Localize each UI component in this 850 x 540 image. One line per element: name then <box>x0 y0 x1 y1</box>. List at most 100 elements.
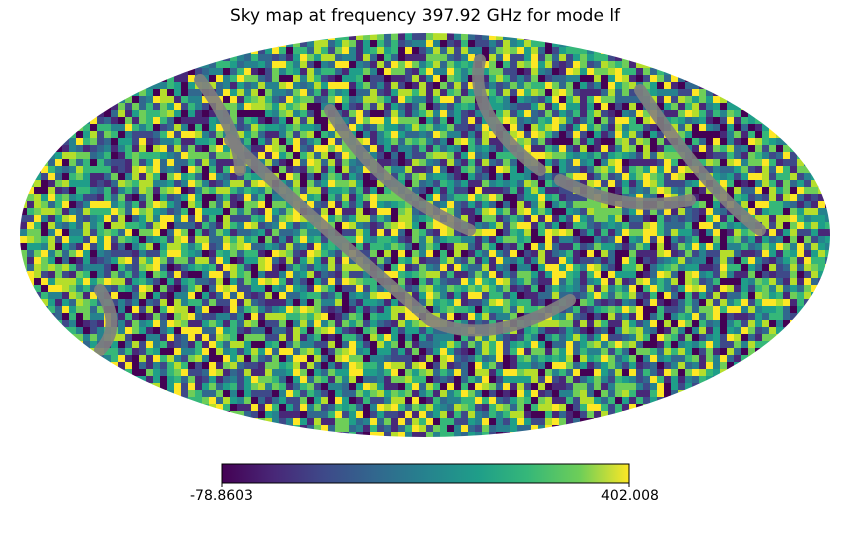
map-pixel <box>279 173 286 180</box>
map-pixel <box>237 320 244 327</box>
map-pixel <box>608 348 615 355</box>
map-pixel <box>104 215 111 222</box>
map-pixel <box>622 54 629 61</box>
map-pixel <box>461 117 468 124</box>
map-pixel <box>216 54 223 61</box>
map-pixel <box>97 355 104 362</box>
map-pixel <box>573 271 580 278</box>
map-pixel <box>342 278 349 285</box>
map-pixel <box>20 229 27 236</box>
map-pixel <box>237 306 244 313</box>
map-pixel <box>454 271 461 278</box>
map-pixel <box>776 264 783 271</box>
map-pixel <box>132 145 139 152</box>
map-pixel <box>223 194 230 201</box>
map-pixel <box>370 124 377 131</box>
map-pixel <box>608 208 615 215</box>
map-pixel <box>629 341 636 348</box>
map-pixel <box>314 271 321 278</box>
map-pixel <box>118 194 125 201</box>
map-pixel <box>440 243 447 250</box>
map-pixel <box>727 334 734 341</box>
map-pixel <box>216 75 223 82</box>
map-pixel <box>454 243 461 250</box>
map-pixel <box>55 299 62 306</box>
map-pixel <box>643 166 650 173</box>
map-pixel <box>552 348 559 355</box>
map-pixel <box>818 250 825 257</box>
map-pixel <box>160 222 167 229</box>
map-pixel <box>111 271 118 278</box>
map-pixel <box>174 145 181 152</box>
map-pixel <box>713 166 720 173</box>
map-pixel <box>153 173 160 180</box>
map-pixel <box>762 348 769 355</box>
map-pixel <box>258 89 265 96</box>
map-pixel <box>314 131 321 138</box>
map-pixel <box>692 243 699 250</box>
map-pixel <box>594 75 601 82</box>
map-pixel <box>412 313 419 320</box>
map-pixel <box>461 208 468 215</box>
map-pixel <box>447 103 454 110</box>
map-pixel <box>447 61 454 68</box>
map-pixel <box>594 131 601 138</box>
map-pixel <box>160 334 167 341</box>
map-pixel <box>461 348 468 355</box>
map-pixel <box>741 320 748 327</box>
map-pixel <box>629 327 636 334</box>
map-pixel <box>314 96 321 103</box>
map-pixel <box>265 145 272 152</box>
map-pixel <box>538 75 545 82</box>
map-pixel <box>160 194 167 201</box>
map-pixel <box>391 376 398 383</box>
map-pixel <box>454 278 461 285</box>
map-pixel <box>132 166 139 173</box>
map-pixel <box>349 124 356 131</box>
map-pixel <box>734 110 741 117</box>
map-pixel <box>209 187 216 194</box>
map-pixel <box>370 362 377 369</box>
map-pixel <box>265 327 272 334</box>
map-pixel <box>342 82 349 89</box>
map-pixel <box>391 348 398 355</box>
map-pixel <box>769 131 776 138</box>
map-pixel <box>146 110 153 117</box>
map-pixel <box>342 103 349 110</box>
map-pixel <box>755 131 762 138</box>
map-pixel <box>167 131 174 138</box>
map-pixel <box>237 362 244 369</box>
map-pixel <box>755 299 762 306</box>
map-pixel <box>356 201 363 208</box>
map-pixel <box>335 222 342 229</box>
map-pixel <box>174 271 181 278</box>
map-pixel <box>279 362 286 369</box>
map-pixel <box>412 278 419 285</box>
map-pixel <box>174 341 181 348</box>
map-pixel <box>608 173 615 180</box>
map-pixel <box>671 299 678 306</box>
map-pixel <box>524 180 531 187</box>
map-pixel <box>300 61 307 68</box>
map-pixel <box>188 369 195 376</box>
map-pixel <box>321 194 328 201</box>
map-pixel <box>321 313 328 320</box>
map-pixel <box>209 257 216 264</box>
map-pixel <box>524 124 531 131</box>
map-pixel <box>181 257 188 264</box>
map-pixel <box>76 124 83 131</box>
map-pixel <box>251 229 258 236</box>
map-pixel <box>62 222 69 229</box>
map-pixel <box>482 33 489 40</box>
map-pixel <box>440 117 447 124</box>
map-pixel <box>496 166 503 173</box>
map-pixel <box>146 355 153 362</box>
map-pixel <box>223 201 230 208</box>
map-pixel <box>461 145 468 152</box>
map-pixel <box>251 89 258 96</box>
map-pixel <box>503 313 510 320</box>
map-pixel <box>230 292 237 299</box>
map-pixel <box>531 145 538 152</box>
map-pixel <box>475 194 482 201</box>
map-pixel <box>685 320 692 327</box>
